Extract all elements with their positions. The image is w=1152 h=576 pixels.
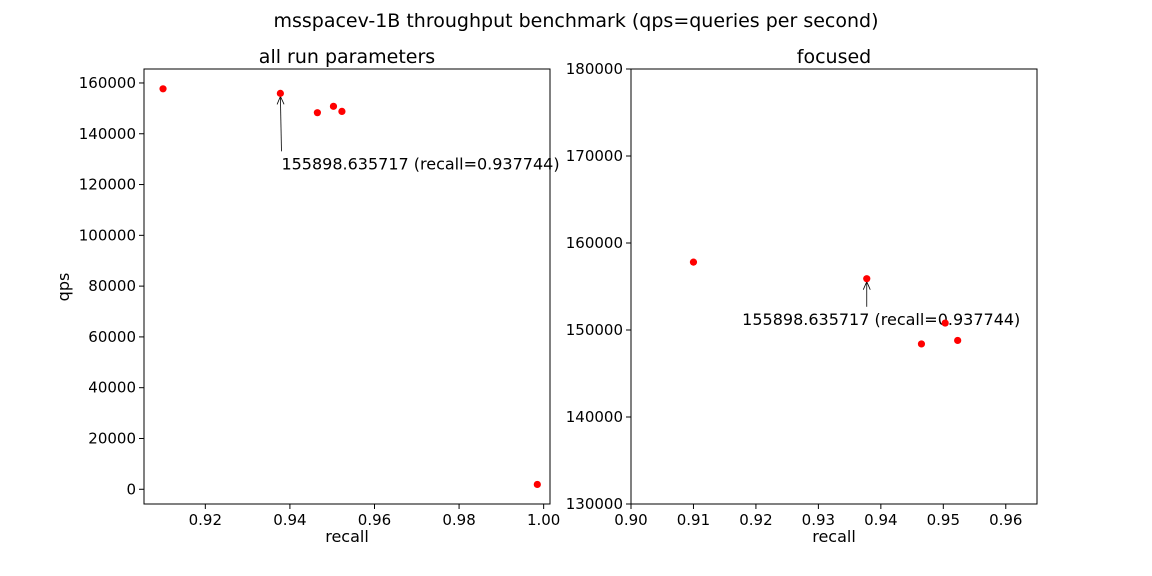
x-tick-label: 0.94: [864, 511, 897, 529]
right-y-ticks: 130000 140000 150000 160000 170000 180000: [566, 60, 631, 513]
y-tick-label: 100000: [79, 226, 136, 244]
y-tick-label: 60000: [88, 328, 136, 346]
right-chart: focused 0.90 0.91 0.92 0.93 0.94 0.95 0.96 130…: [566, 46, 1038, 546]
left-x-axis-label: recall: [325, 527, 369, 546]
x-tick-label: 0.90: [614, 511, 647, 529]
right-annotation: 155898.635717 (recall=0.937744): [742, 280, 1020, 329]
y-tick-label: 150000: [566, 321, 623, 339]
left-plot-area: [143, 68, 551, 505]
y-tick-label: 130000: [566, 495, 623, 513]
annotation-label: 155898.635717 (recall=0.937744): [742, 310, 1020, 329]
left-y-ticks: 0 20000 40000 60000 80000 100000 120000 140000 1…: [79, 74, 144, 498]
annotation-arrow: [280, 96, 282, 152]
left-annotation: 155898.635717 (recall=0.937744): [276, 95, 560, 173]
x-tick-label: 0.92: [739, 511, 772, 529]
data-point: [159, 85, 167, 93]
x-tick-label: 0.96: [989, 511, 1022, 529]
x-tick-label: 0.91: [677, 511, 710, 529]
x-tick-label: 0.94: [273, 511, 306, 529]
data-point: [276, 89, 284, 97]
data-point: [954, 336, 962, 345]
x-tick-label: 0.95: [927, 511, 960, 529]
right-x-ticks: 0.90 0.91 0.92 0.93 0.94 0.95 0.96: [614, 504, 1022, 529]
right-x-axis-label: recall: [812, 527, 856, 546]
data-point: [329, 102, 338, 110]
x-tick-label: 1.00: [527, 511, 560, 529]
left-y-axis-label: qps: [54, 273, 73, 302]
y-tick-label: 180000: [566, 60, 623, 78]
data-point: [863, 275, 871, 283]
y-tick-label: 140000: [566, 408, 623, 426]
left-chart: all run parameters 0.92 0.94 0.96 0.98 1.00 …: [54, 46, 560, 546]
y-tick-label: 120000: [79, 176, 136, 194]
y-tick-label: 80000: [88, 277, 136, 295]
y-tick-label: 160000: [79, 74, 136, 92]
x-tick-label: 0.98: [442, 511, 475, 529]
left-points: [159, 85, 541, 489]
left-x-ticks: 0.92 0.94 0.96 0.98 1.00: [189, 504, 560, 529]
data-point: [689, 258, 698, 266]
right-chart-title: focused: [797, 46, 871, 68]
data-point: [338, 107, 346, 116]
y-tick-label: 170000: [566, 147, 623, 165]
y-tick-label: 20000: [88, 429, 136, 447]
data-point: [313, 109, 321, 117]
x-tick-label: 0.96: [358, 511, 391, 529]
y-tick-label: 40000: [88, 379, 136, 397]
right-plot-area: [630, 68, 1038, 505]
data-point: [941, 319, 949, 327]
x-tick-label: 0.93: [802, 511, 835, 529]
y-tick-label: 0: [126, 480, 136, 498]
data-point: [917, 340, 926, 348]
data-point: [533, 480, 541, 489]
x-tick-label: 0.92: [189, 511, 222, 529]
right-points: [689, 258, 962, 348]
figure-suptitle: msspacev-1B throughput benchmark (qps=qu…: [273, 10, 878, 32]
annotation-label: 155898.635717 (recall=0.937744): [281, 154, 559, 173]
y-tick-label: 160000: [566, 234, 623, 252]
left-chart-title: all run parameters: [259, 46, 435, 68]
y-tick-label: 140000: [79, 125, 136, 143]
